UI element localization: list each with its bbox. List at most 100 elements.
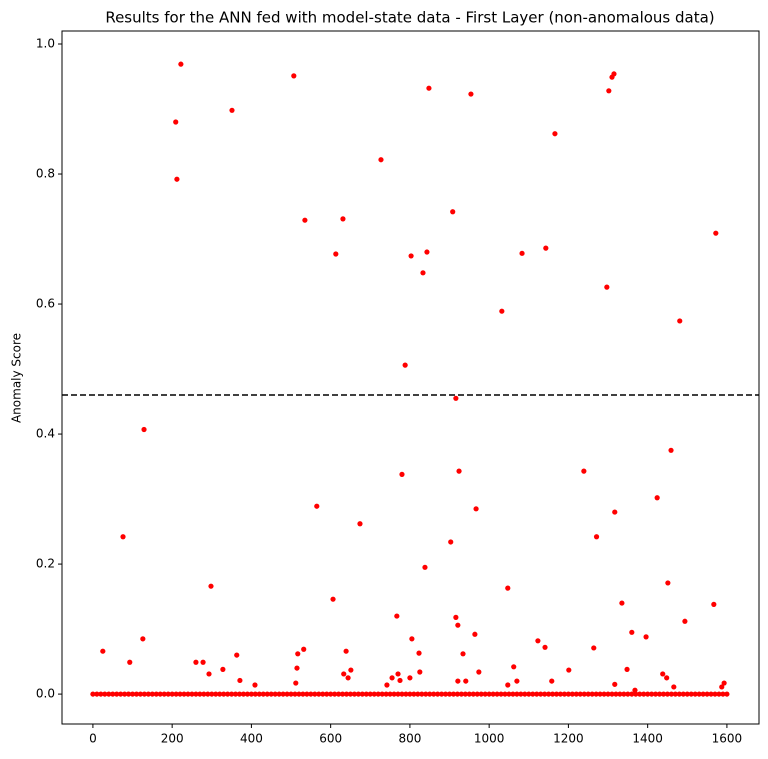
point — [604, 284, 610, 290]
point — [545, 691, 552, 697]
point — [518, 691, 524, 697]
point — [613, 691, 619, 697]
point — [292, 691, 298, 697]
point — [197, 691, 203, 697]
x-tick-label: 1400 — [632, 732, 663, 746]
point — [302, 217, 308, 223]
point — [371, 691, 377, 697]
point — [213, 691, 219, 697]
point — [240, 691, 247, 697]
point — [543, 245, 549, 251]
point — [668, 447, 674, 453]
point — [244, 691, 251, 697]
point — [522, 691, 528, 697]
point — [577, 691, 583, 697]
point — [549, 678, 555, 684]
point — [193, 659, 199, 665]
point — [320, 691, 326, 697]
y-tick-label: 0.0 — [36, 687, 55, 701]
point — [157, 691, 163, 697]
point — [359, 691, 365, 697]
point — [664, 691, 671, 697]
point — [526, 691, 532, 697]
point — [621, 691, 627, 697]
point — [641, 691, 647, 697]
point — [660, 691, 667, 697]
point — [232, 691, 239, 697]
point — [719, 684, 725, 690]
point — [542, 691, 548, 697]
point — [340, 216, 346, 222]
point — [530, 691, 536, 697]
point — [569, 691, 575, 697]
point — [442, 691, 449, 697]
point — [597, 691, 603, 697]
point — [106, 691, 112, 697]
point — [632, 687, 638, 693]
point — [672, 691, 678, 697]
point — [220, 666, 226, 672]
point — [645, 691, 651, 697]
y-tick-label: 0.6 — [36, 297, 55, 311]
point — [343, 691, 350, 697]
point — [423, 691, 429, 697]
x-tick-label: 800 — [398, 732, 421, 746]
point — [201, 691, 207, 697]
point — [419, 691, 425, 697]
point — [506, 691, 512, 697]
point — [205, 691, 211, 697]
point — [347, 691, 354, 697]
point — [256, 691, 262, 697]
point — [221, 691, 227, 697]
point — [120, 534, 126, 540]
point — [291, 73, 297, 79]
point — [455, 678, 461, 684]
point — [439, 691, 445, 697]
point — [397, 677, 403, 684]
point — [514, 691, 520, 697]
point — [629, 629, 635, 635]
point — [720, 691, 726, 697]
point — [585, 691, 591, 697]
point — [110, 691, 116, 697]
point — [375, 691, 381, 697]
point — [272, 691, 278, 697]
point — [612, 509, 618, 515]
point — [498, 691, 504, 697]
x-tick-label: 200 — [161, 732, 184, 746]
point — [118, 691, 124, 697]
point — [427, 691, 433, 697]
point — [409, 636, 415, 642]
point — [129, 691, 136, 697]
point — [125, 691, 132, 697]
point — [637, 691, 643, 697]
point — [304, 691, 310, 697]
point — [700, 691, 706, 697]
point — [293, 680, 299, 686]
point — [712, 691, 718, 697]
point — [332, 691, 338, 697]
y-tick-label: 1.0 — [36, 37, 55, 51]
point — [169, 691, 175, 697]
point — [460, 651, 466, 657]
point — [228, 691, 235, 697]
point — [225, 691, 231, 697]
point — [654, 495, 660, 501]
point — [454, 691, 461, 697]
point — [408, 253, 414, 259]
point — [399, 691, 405, 697]
x-tick-label: 0 — [89, 732, 97, 746]
point — [593, 534, 600, 540]
point — [435, 691, 441, 697]
point — [458, 691, 465, 697]
point — [395, 691, 401, 697]
point — [417, 669, 423, 675]
point — [363, 691, 369, 697]
point — [100, 648, 106, 654]
point — [252, 682, 258, 688]
point — [260, 691, 266, 697]
point — [535, 638, 541, 644]
point — [206, 671, 212, 677]
point — [609, 691, 615, 697]
point — [379, 691, 385, 697]
